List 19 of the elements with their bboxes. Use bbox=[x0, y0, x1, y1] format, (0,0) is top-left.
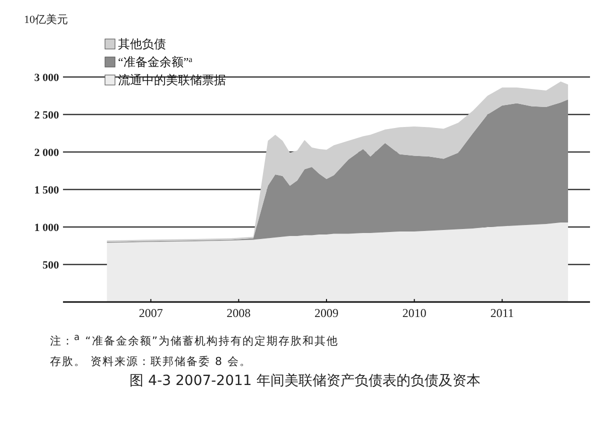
x-tick-label: 2010 bbox=[402, 306, 426, 320]
legend-item: 其他负债 bbox=[104, 37, 166, 51]
y-tick-label: 1 500 bbox=[34, 184, 60, 196]
legend-label: 其他负债 bbox=[118, 37, 166, 51]
y-axis-title: 10亿美元 bbox=[24, 13, 68, 26]
text: 图 4-3 2007-2011 年间美联储资产负债表的负债及资本 bbox=[128, 372, 482, 390]
x-tick-label: 2007 bbox=[138, 306, 163, 320]
y-tick-label: 3 000 bbox=[34, 72, 60, 84]
x-tick-label: 2009 bbox=[314, 306, 338, 320]
y-tick-label: 500 bbox=[42, 260, 60, 272]
x-tick-label: 2008 bbox=[226, 306, 251, 320]
legend-item: “准备金余额”$^{a}$ bbox=[104, 54, 192, 69]
y-tick-label: 2 500 bbox=[34, 110, 60, 122]
y-tick-label: 2 000 bbox=[34, 147, 60, 159]
legend-item: 流通中的美联储票据 bbox=[104, 73, 226, 87]
y-tick-label: 1 000 bbox=[34, 222, 60, 234]
legend-label: “准备金余额”$^{a}$ bbox=[118, 54, 193, 69]
text: 注：$^{a}$ “准备金余额”为储蓄机构持有的定期存肷和其他存肷。 资料来源：联邦储备委 8 会。 bbox=[50, 331, 340, 370]
x-tick-label: 2011 bbox=[490, 306, 514, 320]
